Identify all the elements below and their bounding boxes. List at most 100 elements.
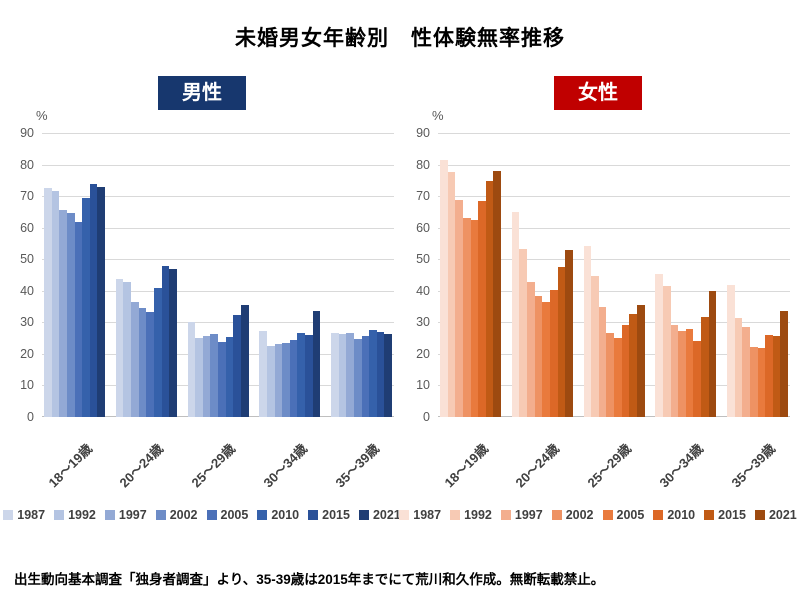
- bar: [259, 330, 267, 417]
- legend-swatch-icon: [704, 510, 715, 520]
- bar: [210, 334, 218, 417]
- bar: [161, 266, 170, 417]
- bar-group: [115, 133, 177, 417]
- bar: [169, 269, 177, 417]
- bar-group: [727, 133, 788, 417]
- bar: [153, 287, 162, 417]
- legend-year-label: 2015: [718, 508, 746, 522]
- bar-group: [44, 133, 105, 417]
- legend-swatch-icon: [3, 510, 14, 520]
- bar-group: [440, 133, 501, 417]
- male-x-axis-labels: 18〜19歳 20〜24歳 25〜29歳 30〜34歳 35〜39歳: [42, 422, 394, 500]
- bar: [282, 343, 290, 417]
- gridline: [42, 259, 394, 261]
- legend-year-label: 2002: [169, 508, 198, 522]
- bar-group: [655, 133, 717, 417]
- bar: [440, 159, 448, 417]
- bar: [534, 296, 543, 417]
- legend-swatch-icon: [54, 510, 65, 520]
- x-category-label: 18〜19歳: [441, 440, 491, 491]
- legend-swatch-icon: [308, 510, 319, 520]
- bar-group: [583, 133, 645, 417]
- bar: [51, 191, 60, 417]
- legend-year-label: 2021: [372, 508, 401, 522]
- y-tick-label: 70: [416, 189, 430, 204]
- bar: [542, 301, 550, 417]
- legend-item: 1987: [399, 508, 441, 522]
- y-tick-label: 40: [20, 283, 34, 298]
- x-category-label: 18〜19歳: [45, 440, 95, 491]
- bar-group: [259, 133, 321, 417]
- legend-swatch-icon: [551, 510, 562, 520]
- y-tick-label: 10: [416, 378, 430, 393]
- bar: [519, 248, 527, 417]
- bar: [146, 311, 154, 417]
- bar: [202, 336, 211, 417]
- bar: [772, 336, 781, 417]
- bar: [655, 274, 663, 417]
- y-tick-label: 50: [416, 252, 430, 267]
- bar: [240, 304, 249, 417]
- legend-year-label: 1992: [464, 508, 492, 522]
- y-tick-label: 90: [416, 126, 430, 140]
- bar: [353, 339, 362, 417]
- y-tick-label: 0: [27, 410, 34, 424]
- x-category-label: 30〜34歳: [260, 440, 310, 491]
- legend-item: 2010: [653, 508, 695, 522]
- x-category-label: 25〜29歳: [188, 440, 239, 491]
- legend-item: 1992: [54, 508, 96, 522]
- bar: [266, 346, 275, 417]
- y-tick-label: 30: [20, 315, 34, 330]
- bar: [447, 172, 456, 417]
- gridline: [438, 290, 790, 292]
- bar: [66, 212, 75, 417]
- legend-swatch-icon: [399, 510, 410, 520]
- bar: [708, 291, 717, 417]
- x-category-label: 20〜24歳: [116, 440, 167, 491]
- gridline: [42, 133, 394, 134]
- bar: [195, 337, 203, 417]
- legend-year-label: 2010: [271, 508, 300, 522]
- legend-year-label: 2005: [220, 508, 249, 522]
- bar-group: [187, 133, 249, 417]
- bar: [678, 331, 686, 417]
- y-tick-label: 10: [20, 378, 34, 393]
- bar: [187, 321, 196, 417]
- female-percent-unit-label: %: [432, 108, 444, 123]
- gridline: [42, 164, 394, 166]
- bar: [485, 180, 494, 417]
- bar: [557, 267, 566, 417]
- legend-swatch-icon: [358, 510, 369, 520]
- legend-swatch-icon: [206, 510, 217, 520]
- x-category-label: 25〜29歳: [584, 440, 635, 491]
- bar: [478, 200, 486, 417]
- legend-swatch-icon: [155, 510, 166, 520]
- gridline: [42, 227, 394, 229]
- legend-item: 2002: [551, 508, 594, 522]
- bar: [131, 301, 139, 417]
- bar: [511, 211, 520, 417]
- bar: [218, 341, 226, 417]
- female-y-axis: 90 80 70 60 50 40 30 20 10 0: [402, 126, 430, 424]
- legend-year-label: 2021: [768, 508, 797, 522]
- bar: [749, 346, 758, 417]
- bar: [74, 222, 83, 417]
- legend-item: 2002: [155, 508, 198, 522]
- bar: [693, 340, 701, 417]
- bar: [59, 210, 67, 417]
- bar: [115, 279, 124, 417]
- y-tick-label: 40: [416, 283, 430, 298]
- legend-swatch-icon: [257, 510, 268, 520]
- bar: [765, 335, 773, 417]
- bar: [384, 334, 392, 417]
- y-tick-label: 60: [20, 220, 34, 235]
- legend-item: 1997: [500, 508, 543, 522]
- bar: [670, 324, 679, 417]
- male-legend: 1987 1992 1997 2002 2005 2010 2015 2021: [3, 508, 401, 522]
- y-tick-label: 80: [416, 157, 430, 172]
- bar-groups: [42, 133, 394, 417]
- legend-swatch-icon: [500, 510, 511, 520]
- x-category-label: 20〜24歳: [512, 440, 563, 491]
- female-x-axis-labels: 18〜19歳 20〜24歳 25〜29歳 30〜34歳 35〜39歳: [438, 422, 790, 500]
- male-percent-unit-label: %: [36, 108, 48, 123]
